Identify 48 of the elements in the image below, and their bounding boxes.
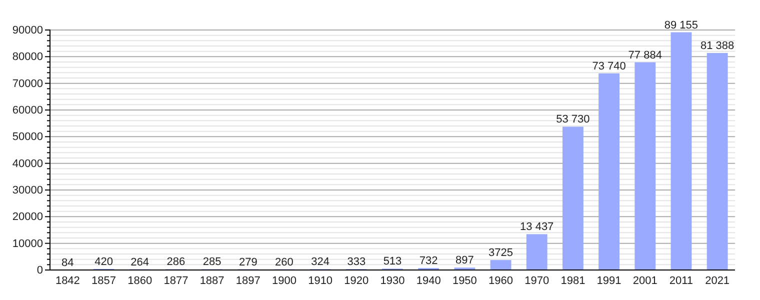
y-tick-label: 20000 [12,211,43,224]
data-label: 732 [419,255,438,268]
x-tick-label: 2021 [705,274,730,287]
y-tick-label: 40000 [12,158,43,170]
x-tick-label: 1900 [272,274,296,287]
data-label: 81 388 [700,40,734,52]
y-tick-label: 0 [36,264,43,277]
data-label: 279 [238,256,258,268]
x-tick-label: 1940 [416,274,441,287]
data-label: 513 [383,256,402,268]
x-tick-label: 1887 [200,274,224,287]
x-tick-label: 1981 [560,274,586,287]
x-tick-label: 2011 [669,274,694,287]
data-label: 897 [456,254,474,267]
x-tick-label: 1960 [488,274,514,287]
y-tick-label: 60000 [12,104,43,117]
data-label: 53 730 [556,114,590,126]
x-tick-label: 1910 [308,274,333,287]
x-tick-label: 1897 [236,274,260,287]
data-label: 324 [311,256,330,268]
x-tick-label: 1991 [596,274,622,287]
x-tick-label: 1877 [164,274,188,287]
data-label: 333 [347,256,366,268]
x-tick-label: 1842 [55,274,80,287]
x-tick-label: 1860 [128,274,152,287]
y-tick-label: 50000 [12,131,43,144]
x-tick-label: 1930 [380,274,405,287]
x-tick-label: 1950 [452,274,477,287]
y-tick-label: 30000 [12,184,43,197]
data-label: 13 437 [520,221,554,234]
x-tick-label: 1970 [524,274,550,287]
y-tick-label: 10000 [12,238,43,250]
y-tick-label: 90000 [12,24,43,37]
data-label: 77 884 [628,49,662,62]
x-tick-label: 1920 [344,274,369,287]
data-label: 84 [62,256,74,269]
x-tick-label: 2001 [632,274,658,287]
data-label: 73 740 [592,60,626,72]
data-label: 260 [275,256,294,268]
data-label: 3725 [488,247,514,260]
y-tick-label: 70000 [12,78,43,90]
data-label: 89 155 [664,19,698,32]
data-label: 420 [94,256,113,268]
data-label: 285 [202,256,222,268]
data-label: 264 [130,256,150,268]
x-tick-label: 1857 [92,274,116,287]
y-tick-label: 80000 [12,51,43,64]
data-label: 286 [166,256,186,268]
